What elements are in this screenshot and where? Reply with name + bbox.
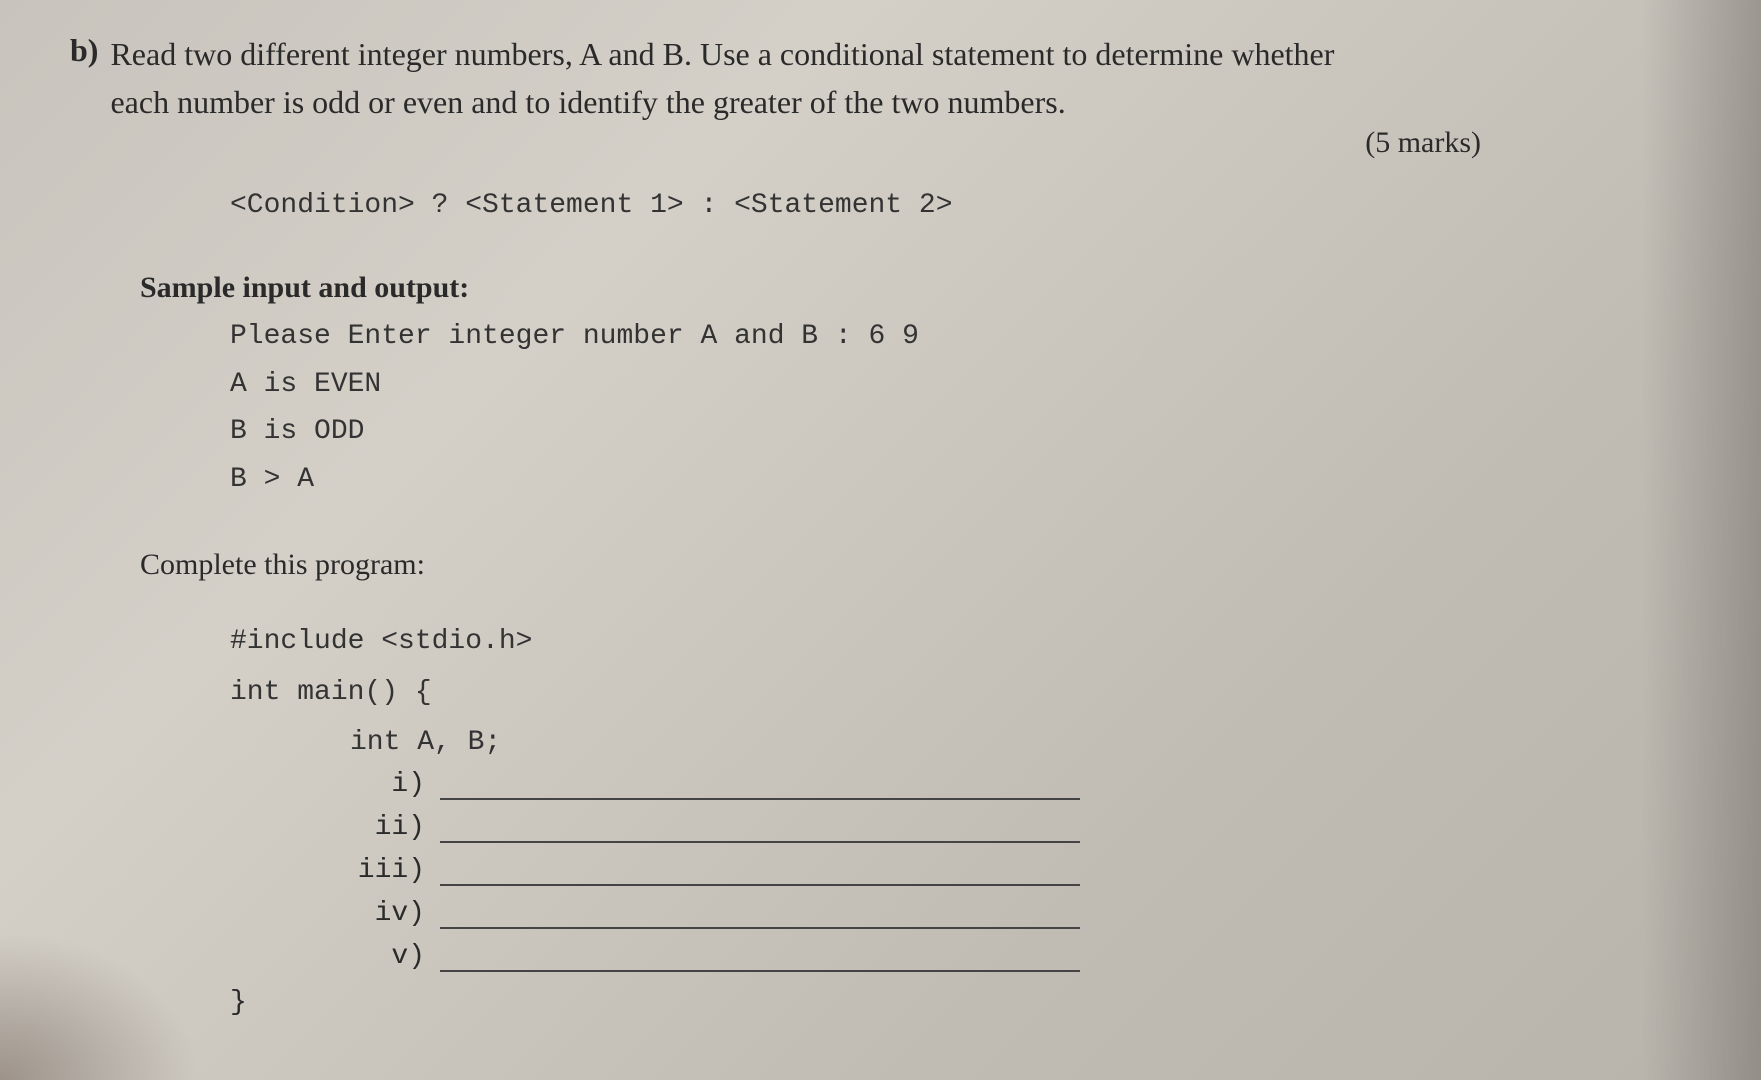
sample-line: A is EVEN [230, 361, 1661, 409]
blank-row: iv) [230, 898, 1661, 929]
marks-label: (5 marks) [70, 126, 1481, 160]
blank-row: ii) [230, 812, 1661, 843]
blank-label: v) [350, 941, 440, 972]
blank-line [440, 858, 1080, 886]
question-header: b) Read two different integer numbers, A… [70, 30, 1661, 126]
blank-line [440, 901, 1080, 929]
blank-line [440, 815, 1080, 843]
code-template-block: #include <stdio.h> int main() { int A, B… [230, 617, 1661, 971]
question-text-block: Read two different integer numbers, A an… [110, 30, 1334, 126]
blank-label: iii) [350, 855, 440, 886]
complete-program-title: Complete this program: [140, 548, 1661, 582]
ternary-syntax: <Condition> ? <Statement 1> : <Statement… [230, 190, 1661, 221]
sample-title: Sample input and output: [140, 271, 1661, 305]
sample-line: B > A [230, 456, 1661, 504]
sample-line: B is ODD [230, 408, 1661, 456]
question-label: b) [70, 32, 98, 69]
code-declaration: int A, B; [230, 718, 1661, 768]
blank-row: i) [230, 769, 1661, 800]
blank-line [440, 772, 1080, 800]
question-text-line1: Read two different integer numbers, A an… [110, 30, 1334, 78]
blank-row: iii) [230, 855, 1661, 886]
code-include: #include <stdio.h> [230, 617, 1661, 667]
code-main-open: int main() { [230, 668, 1661, 718]
blank-line [440, 944, 1080, 972]
sample-line: Please Enter integer number A and B : 6 … [230, 313, 1661, 361]
blank-label: i) [350, 769, 440, 800]
code-close-brace: } [230, 987, 1661, 1018]
blank-label: iv) [350, 898, 440, 929]
sample-output-block: Please Enter integer number A and B : 6 … [230, 313, 1661, 503]
question-text-line2: each number is odd or even and to identi… [110, 78, 1334, 126]
blank-row: v) [230, 941, 1661, 972]
photo-shadow-corner [0, 930, 200, 1080]
blank-label: ii) [350, 812, 440, 843]
